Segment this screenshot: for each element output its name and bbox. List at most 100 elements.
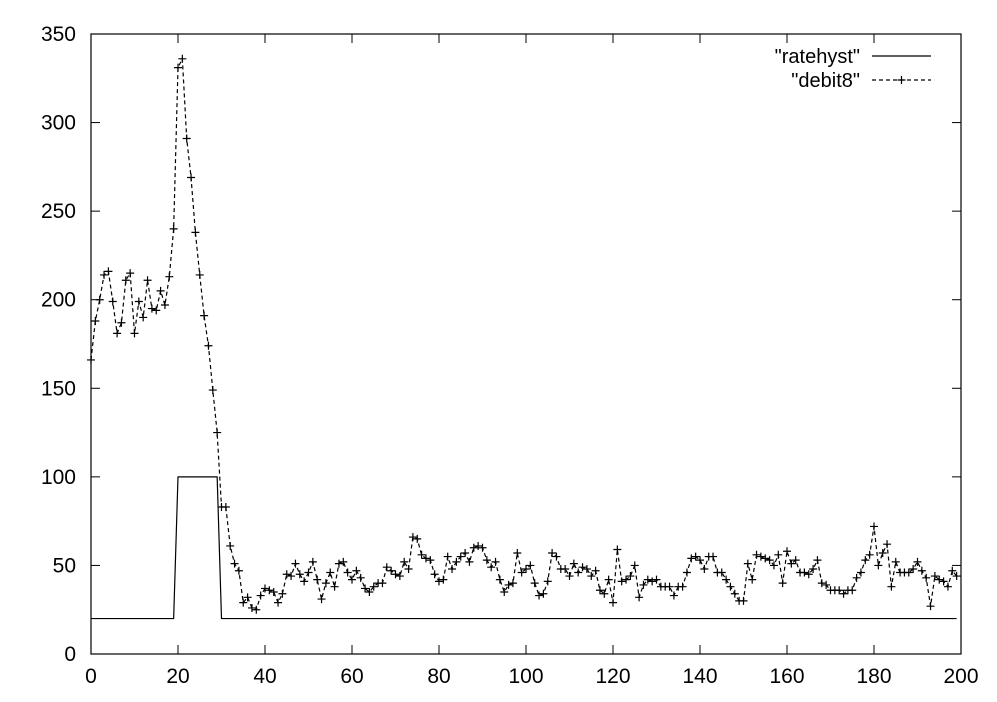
data-point-debit8 bbox=[256, 591, 265, 600]
data-point-debit8 bbox=[313, 575, 322, 584]
data-point-debit8 bbox=[652, 575, 661, 584]
data-point-debit8 bbox=[469, 543, 478, 552]
data-point-debit8 bbox=[230, 559, 239, 568]
data-point-debit8 bbox=[691, 552, 700, 561]
data-point-debit8 bbox=[121, 276, 130, 285]
data-point-debit8 bbox=[878, 549, 887, 558]
data-point-debit8 bbox=[308, 557, 317, 566]
data-point-debit8 bbox=[452, 557, 461, 566]
data-point-debit8 bbox=[930, 572, 939, 581]
data-point-debit8 bbox=[904, 568, 913, 577]
data-point-debit8 bbox=[800, 568, 809, 577]
data-point-debit8 bbox=[622, 575, 631, 584]
data-point-debit8 bbox=[783, 547, 791, 556]
data-point-debit8 bbox=[626, 572, 635, 581]
data-point-debit8 bbox=[243, 593, 252, 602]
data-point-debit8 bbox=[856, 568, 865, 577]
data-point-debit8 bbox=[482, 556, 491, 565]
legend-label-ratehyst: "ratehyst" bbox=[775, 46, 860, 68]
data-point-debit8 bbox=[334, 559, 343, 568]
data-point-debit8 bbox=[787, 559, 796, 568]
data-point-debit8 bbox=[330, 582, 339, 591]
data-point-debit8 bbox=[391, 570, 400, 579]
data-point-debit8 bbox=[221, 502, 230, 511]
data-point-debit8 bbox=[617, 577, 626, 586]
data-point-debit8 bbox=[200, 311, 209, 320]
data-point-debit8 bbox=[265, 586, 274, 595]
data-point-debit8 bbox=[139, 313, 148, 322]
data-point-debit8 bbox=[569, 559, 578, 568]
data-point-debit8 bbox=[152, 306, 161, 315]
y-tick-label: 250 bbox=[41, 200, 76, 223]
data-point-debit8 bbox=[348, 575, 356, 584]
data-point-debit8 bbox=[287, 572, 296, 581]
data-point-debit8 bbox=[426, 556, 435, 565]
data-point-debit8 bbox=[178, 54, 187, 63]
data-point-debit8 bbox=[382, 563, 391, 572]
data-point-debit8 bbox=[943, 582, 952, 591]
data-point-debit8 bbox=[269, 588, 278, 596]
data-point-debit8 bbox=[817, 579, 826, 588]
data-point-debit8 bbox=[252, 605, 261, 614]
data-point-debit8 bbox=[487, 563, 496, 572]
data-point-debit8 bbox=[604, 575, 613, 584]
data-point-debit8 bbox=[926, 602, 935, 611]
data-point-debit8 bbox=[274, 598, 283, 607]
x-tick-label: 120 bbox=[595, 665, 630, 688]
data-point-debit8 bbox=[922, 573, 931, 582]
plot-frame bbox=[90, 33, 962, 655]
data-point-debit8 bbox=[535, 591, 544, 600]
data-point-debit8 bbox=[530, 579, 539, 588]
data-point-debit8 bbox=[565, 572, 574, 581]
data-point-debit8 bbox=[870, 522, 878, 531]
data-point-debit8 bbox=[395, 572, 404, 581]
data-point-debit8 bbox=[369, 582, 378, 591]
data-point-debit8 bbox=[865, 550, 874, 559]
data-point-debit8 bbox=[574, 568, 583, 577]
data-point-debit8 bbox=[91, 316, 100, 325]
data-point-debit8 bbox=[278, 589, 287, 598]
data-point-debit8 bbox=[504, 580, 513, 589]
legend: "ratehyst""debit8" bbox=[775, 46, 931, 92]
data-point-debit8 bbox=[282, 570, 291, 579]
x-tick-label: 160 bbox=[769, 665, 804, 688]
data-point-debit8 bbox=[739, 596, 748, 605]
data-point-debit8 bbox=[456, 552, 465, 561]
data-point-debit8 bbox=[361, 584, 370, 593]
data-point-debit8 bbox=[187, 173, 196, 182]
data-point-debit8 bbox=[761, 554, 770, 563]
data-point-debit8 bbox=[343, 568, 352, 577]
data-point-debit8 bbox=[378, 579, 387, 588]
data-point-debit8 bbox=[247, 603, 256, 612]
data-point-debit8 bbox=[239, 598, 248, 607]
y-tick-label: 0 bbox=[64, 643, 76, 666]
data-point-debit8 bbox=[130, 329, 139, 338]
x-tick-label: 60 bbox=[340, 665, 363, 688]
data-point-debit8 bbox=[387, 566, 396, 575]
y-tick-label: 200 bbox=[41, 289, 76, 312]
data-point-debit8 bbox=[743, 559, 752, 568]
data-point-debit8 bbox=[552, 552, 561, 561]
series-line-ratehyst bbox=[91, 476, 957, 620]
data-point-debit8 bbox=[791, 556, 800, 565]
data-point-debit8 bbox=[143, 276, 152, 285]
data-point-debit8 bbox=[365, 588, 374, 596]
x-tick-label: 180 bbox=[856, 665, 891, 688]
data-point-debit8 bbox=[722, 575, 731, 584]
data-point-debit8 bbox=[400, 557, 409, 566]
data-point-debit8 bbox=[208, 386, 217, 395]
data-point-debit8 bbox=[522, 564, 530, 573]
data-point-debit8 bbox=[913, 557, 922, 566]
data-point-debit8 bbox=[174, 63, 182, 72]
data-point-debit8 bbox=[613, 545, 622, 554]
data-point-debit8 bbox=[778, 579, 787, 588]
data-point-debit8 bbox=[195, 270, 204, 279]
data-point-debit8 bbox=[226, 541, 235, 550]
data-point-debit8 bbox=[756, 552, 765, 561]
data-point-debit8 bbox=[709, 552, 718, 561]
data-point-debit8 bbox=[191, 228, 200, 237]
data-point-debit8 bbox=[474, 541, 483, 550]
data-point-debit8 bbox=[87, 355, 95, 364]
data-point-debit8 bbox=[417, 550, 426, 559]
data-point-debit8 bbox=[917, 566, 926, 575]
